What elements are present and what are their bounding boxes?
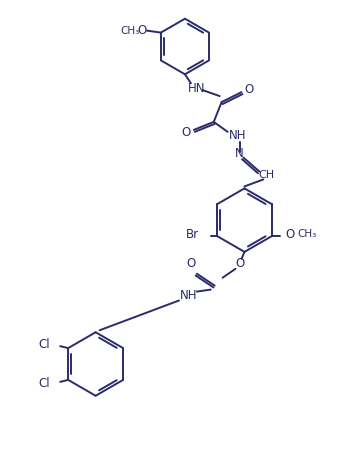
Text: NH: NH — [180, 289, 198, 302]
Text: CH: CH — [258, 171, 275, 180]
Text: Br: Br — [186, 228, 199, 240]
Text: Cl: Cl — [39, 338, 50, 351]
Text: N: N — [235, 147, 244, 160]
Text: O: O — [137, 24, 147, 37]
Text: O: O — [181, 126, 191, 139]
Text: O: O — [245, 83, 254, 95]
Text: NH: NH — [229, 129, 246, 142]
Text: O: O — [235, 257, 244, 270]
Text: CH₃: CH₃ — [298, 229, 317, 239]
Text: Cl: Cl — [39, 377, 50, 390]
Text: HN: HN — [188, 82, 206, 95]
Text: O: O — [286, 228, 295, 240]
Text: CH₃: CH₃ — [121, 26, 140, 36]
Text: O: O — [186, 257, 196, 270]
